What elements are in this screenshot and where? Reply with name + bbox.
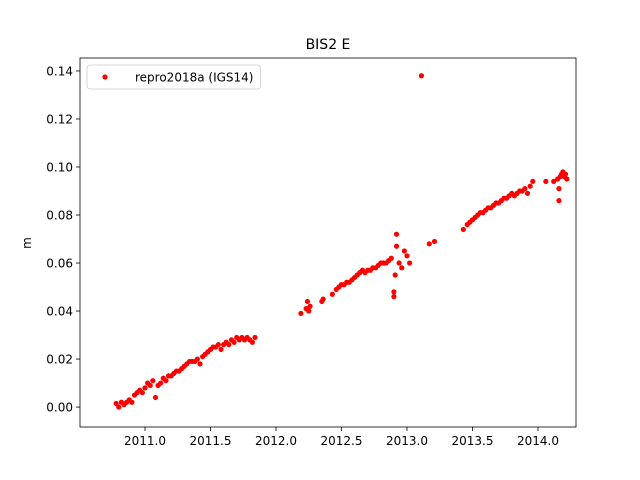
point <box>562 171 569 177</box>
y-tick-label: 0.08 <box>46 209 73 223</box>
point <box>252 334 258 341</box>
y-tick-label: 0.14 <box>46 64 73 78</box>
x-tick-label: 2012.0 <box>255 434 297 448</box>
point <box>393 231 400 237</box>
point <box>391 289 397 295</box>
point <box>158 380 164 386</box>
y-tick-label: 0.02 <box>46 353 73 367</box>
y-tick-label: 0.04 <box>46 305 73 319</box>
point <box>426 241 432 247</box>
x-tick-label: 2013.0 <box>386 434 428 448</box>
point <box>401 248 407 254</box>
point <box>307 303 313 309</box>
point <box>129 399 135 405</box>
point <box>396 260 402 266</box>
x-tick-label: 2014.0 <box>517 434 559 448</box>
point <box>329 291 335 297</box>
point <box>393 243 400 249</box>
legend: repro2018a (IGS14) <box>86 64 261 90</box>
x-tick-label: 2011.0 <box>124 434 166 448</box>
point <box>522 186 528 192</box>
point <box>524 190 531 197</box>
point <box>399 265 405 271</box>
point <box>150 378 156 384</box>
point <box>249 339 256 345</box>
x-tick-label: 2011.5 <box>189 434 231 448</box>
y-tick-label: 0.06 <box>46 257 73 271</box>
point <box>543 178 549 185</box>
point <box>407 260 413 266</box>
point <box>231 339 237 345</box>
point <box>139 390 145 396</box>
point <box>197 361 203 367</box>
axes-frame <box>79 57 577 428</box>
y-axis-label: m <box>20 237 34 249</box>
point <box>556 186 562 192</box>
point <box>392 272 398 278</box>
point <box>116 404 122 410</box>
y-tick-label: 0.12 <box>46 112 73 126</box>
point <box>147 382 153 389</box>
point <box>556 198 562 204</box>
point <box>320 296 326 302</box>
point <box>298 310 304 317</box>
point <box>551 178 557 185</box>
point <box>226 342 232 348</box>
x-tick-label: 2012.5 <box>320 434 362 448</box>
y-tick-label: 0.00 <box>46 401 73 415</box>
point <box>527 183 533 189</box>
point <box>218 346 224 353</box>
legend-marker <box>102 74 108 80</box>
point <box>404 253 410 259</box>
point <box>163 378 169 384</box>
legend-box <box>86 64 261 90</box>
point <box>564 176 570 182</box>
y-tick-label: 0.10 <box>46 160 73 174</box>
point <box>142 385 148 391</box>
point <box>530 178 536 185</box>
point <box>418 73 425 79</box>
point <box>113 400 119 407</box>
chart-title: BIS2 E <box>306 37 351 53</box>
point <box>431 238 438 245</box>
point <box>391 294 397 300</box>
point <box>306 308 312 314</box>
point <box>388 255 394 261</box>
point <box>215 342 221 348</box>
point <box>460 226 466 233</box>
point <box>194 356 200 362</box>
legend-label: repro2018a (IGS14) <box>135 71 253 85</box>
point <box>152 394 159 401</box>
point <box>304 298 311 305</box>
x-tick-label: 2013.5 <box>452 434 494 448</box>
